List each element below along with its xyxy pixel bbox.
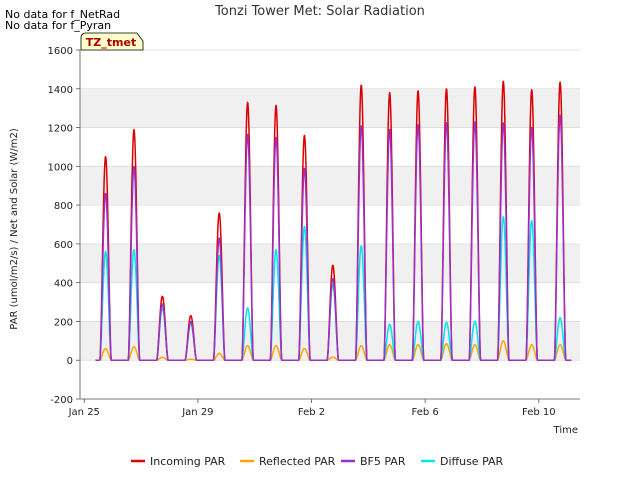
x-tick-label: Feb 6	[412, 407, 439, 418]
x-tick-label: Jan 25	[68, 407, 100, 418]
chart-title: Tonzi Tower Met: Solar Radiation	[214, 4, 425, 19]
grid-band	[80, 166, 580, 206]
y-tick-label: -200	[50, 395, 73, 406]
plot-area	[80, 49, 580, 400]
y-tick-label: 1600	[48, 46, 73, 57]
no-data-note-pyran: No data for f_Pyran	[5, 19, 112, 32]
y-tick-label: 1000	[48, 162, 73, 173]
legend-label: Diffuse PAR	[440, 455, 504, 468]
y-tick-label: 0	[67, 356, 73, 367]
site-badge: TZ_tmet	[80, 32, 144, 51]
x-tick-label: Jan 29	[181, 407, 213, 418]
x-tick-label: Feb 10	[522, 407, 556, 418]
y-tick-label: 1400	[48, 85, 73, 96]
y-tick-label: 200	[54, 317, 73, 328]
axes-layer: -200 0 200 400 600 800 1000 1200 1400 1600 Jan 25 J…	[48, 46, 580, 418]
grid-band	[80, 243, 580, 283]
no-data-note-netrad: No data for f_NetRad	[5, 8, 121, 21]
legend-label: Reflected PAR	[259, 455, 336, 468]
x-axis-label: Time	[553, 425, 578, 436]
grid-band	[80, 88, 580, 128]
y-tick-label: 400	[54, 279, 73, 290]
legend-label: BF5 PAR	[360, 455, 406, 468]
x-tick-label: Feb 2	[298, 407, 325, 418]
y-tick-label: 800	[54, 201, 73, 212]
site-badge-label: TZ_tmet	[86, 36, 136, 49]
y-axis-label: PAR (umol/m2/s) / Net and Solar (W/m2)	[9, 128, 20, 330]
series-layer	[95, 80, 572, 361]
series-line-bf5-par	[95, 114, 572, 361]
legend-label: Incoming PAR	[150, 455, 226, 468]
legend: Incoming PAR Reflected PAR BF5 PAR Diffuse …	[131, 455, 504, 468]
y-tick-label: 600	[54, 240, 73, 251]
y-tick-label: 1200	[48, 124, 73, 135]
